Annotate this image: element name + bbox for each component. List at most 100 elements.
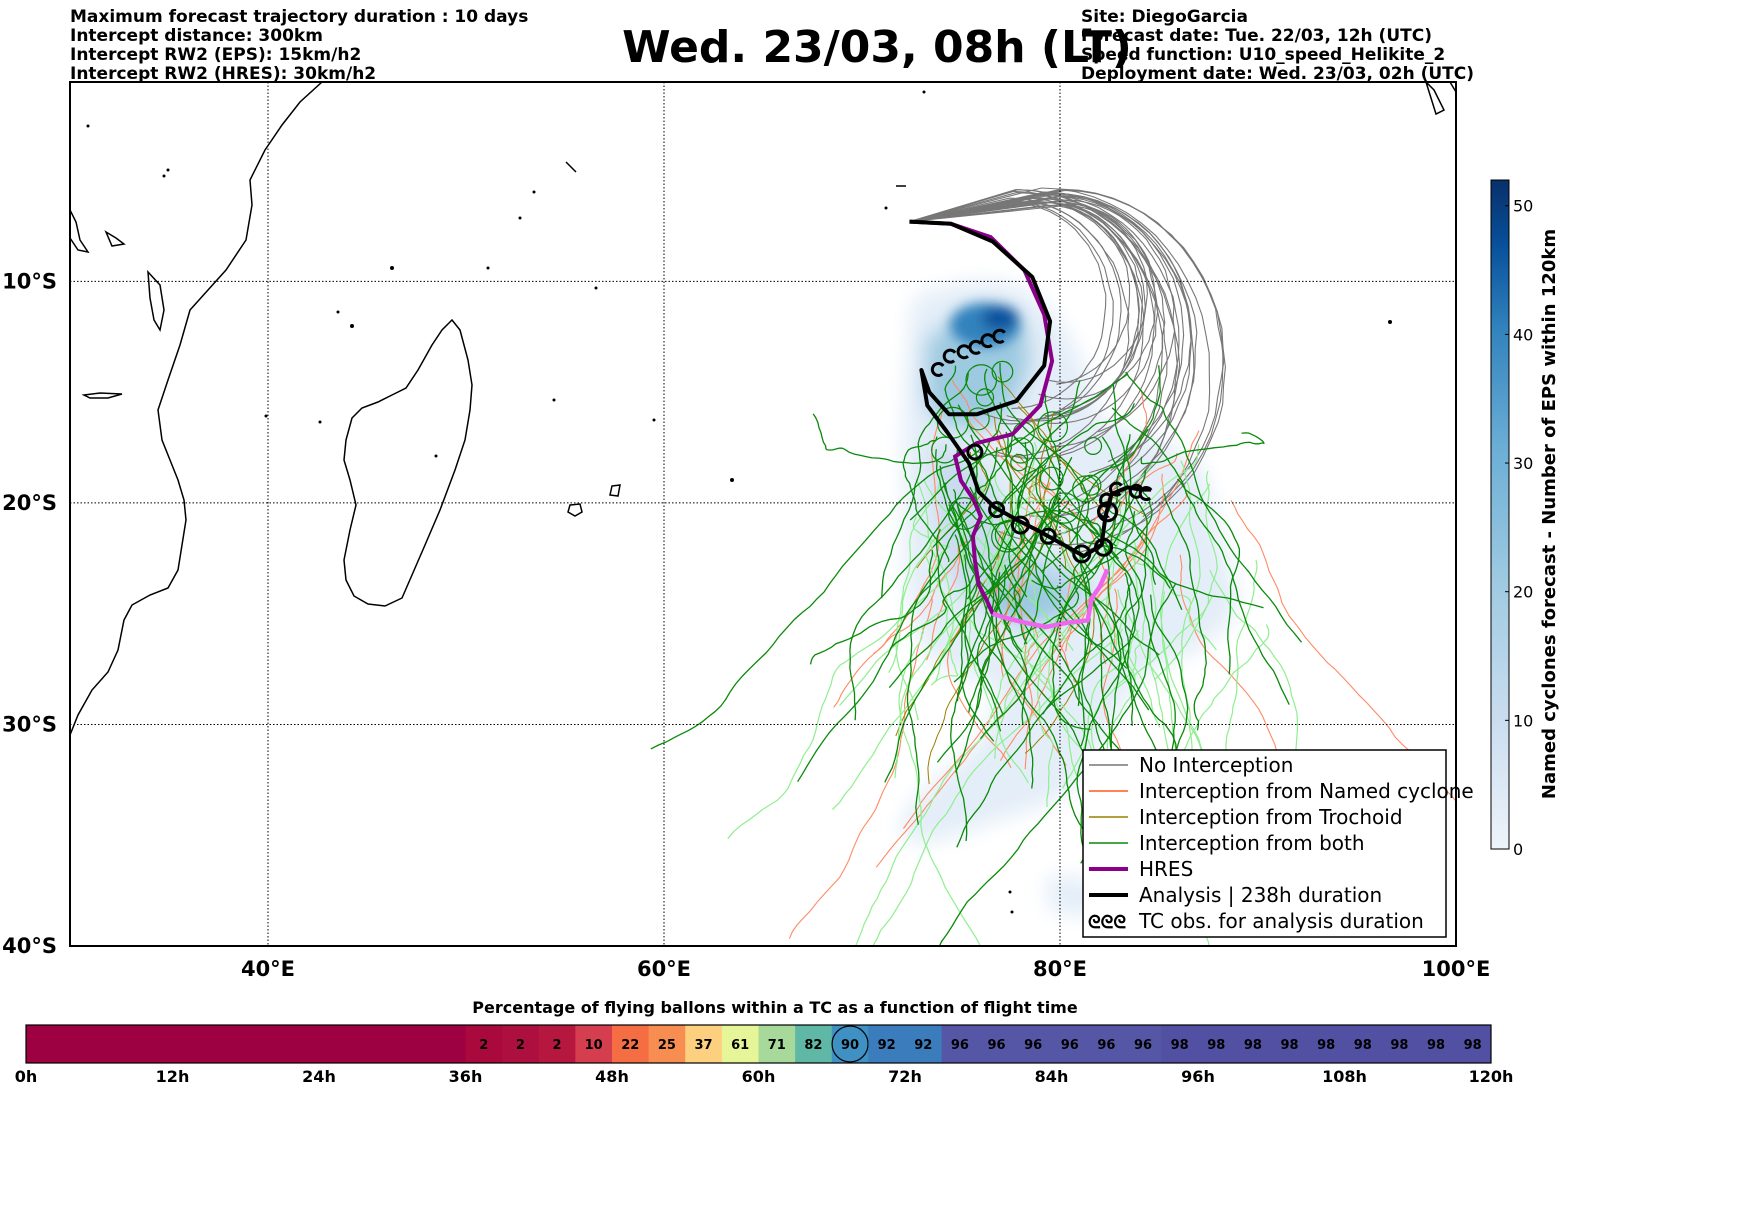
flight-time-bar: Percentage of flying ballons within a TC…: [15, 998, 1514, 1086]
flight-time-bar-cell: [1271, 1025, 1309, 1063]
light-both-track: [872, 600, 1128, 946]
legend-entry-label: Analysis | 238h duration: [1139, 883, 1382, 907]
flight-time-bar-value: 25: [658, 1038, 676, 1053]
colorbar: 0 10 20 30 40 50 Named cyclones forecast - Nu…: [1490, 179, 1560, 859]
no-interception-track: [909, 189, 1224, 518]
interception-both-track: [970, 434, 1023, 653]
interception-both-loop: [966, 407, 990, 431]
interception-both-track: [1017, 464, 1150, 711]
trochoid-track: [997, 376, 1111, 520]
cyclone-marker: [1097, 503, 1111, 519]
flight-time-bar-value: 98: [1427, 1038, 1445, 1053]
legend-entry-label: Interception from Named cyclone: [1139, 779, 1474, 803]
light-both-track: [1180, 460, 1201, 796]
flight-time-bar-value: 96: [1097, 1038, 1115, 1053]
colorbar-tick-label: 0: [1513, 840, 1523, 859]
interception-both-track: [989, 403, 1135, 520]
named-cyclone-track: [926, 541, 967, 661]
interception-both-track: [889, 574, 975, 650]
flight-time-bar-cell: [1307, 1025, 1345, 1063]
flight-time-bar-title: Percentage of flying ballons within a TC…: [472, 998, 1078, 1017]
flight-time-bar-value: 61: [731, 1038, 749, 1053]
interception-both-track: [1125, 371, 1303, 643]
colorbar-tick-label: 50: [1513, 197, 1533, 216]
light-both-track: [1105, 478, 1122, 665]
flight-time-bar-cell: [1124, 1025, 1162, 1063]
flight-time-bar-cell: [795, 1025, 833, 1063]
header-line: Deployment date: Wed. 23/03, 02h (UTC): [1081, 64, 1475, 84]
flight-time-label: 120h: [1469, 1067, 1514, 1086]
header-line: Site: DiegoGarcia: [1081, 7, 1248, 27]
flight-time-bar-value: 96: [1134, 1038, 1152, 1053]
light-both-track: [1032, 619, 1054, 808]
cyclone-marker-arc: [968, 339, 983, 355]
trochoid-track: [1016, 453, 1074, 557]
colorbar-gradient: [1490, 179, 1510, 850]
flight-time-bar-cell: [1234, 1025, 1272, 1063]
interception-both-loop: [1007, 437, 1034, 464]
flight-time-bar-value: 92: [914, 1038, 932, 1053]
header-line: Intercept RW2 (EPS): 15km/h2: [70, 45, 362, 65]
interception-both-track: [976, 570, 1006, 732]
interception-both-loop: [1039, 466, 1064, 491]
no-interception-track: [909, 197, 1145, 454]
lon-tick-label: 80°E: [1033, 957, 1087, 981]
analysis-loop: [988, 501, 1006, 519]
flight-time-bar-cells: 2 2 2 10 22 25 37 61 71 82 90 92 92 96 96 96 96 96 96 98 98 9…: [26, 1025, 1492, 1063]
interception-both-track: [849, 402, 1003, 721]
cyclone-marker: [968, 339, 983, 355]
flight-time-bar-value: 96: [951, 1038, 969, 1053]
cyclone-marker-arc: [992, 328, 1006, 344]
flight-time-bar-value: 2: [553, 1038, 562, 1053]
analysis-loop: [966, 443, 984, 461]
small-islands: [86, 90, 1392, 914]
header-left: Maximum forecast trajectory duration : 1…: [70, 8, 528, 84]
flight-time-bar-cell: [941, 1025, 979, 1063]
interception-both-track: [909, 372, 1129, 521]
no-interception-track: [909, 201, 1140, 422]
lon-tick-label: 40°E: [241, 957, 295, 981]
header-line: Speed function: U10_speed_Helikite_2: [1081, 45, 1446, 65]
no-interception-track: [909, 194, 1180, 471]
flight-time-bar-value: 92: [878, 1038, 896, 1053]
flight-time-bar-value: 98: [1317, 1038, 1335, 1053]
flight-time-bar-value: 98: [1207, 1038, 1225, 1053]
interception-both-track: [956, 441, 1029, 702]
light-both-track: [727, 573, 948, 840]
interception-both-track: [650, 447, 982, 750]
flight-time-bar-value: 96: [1024, 1038, 1042, 1053]
light-both-track: [888, 483, 988, 673]
interception-both-track: [952, 489, 1086, 747]
interception-both-loop: [991, 520, 1023, 553]
lon-tick-label: 60°E: [637, 957, 691, 981]
light-both-track: [1132, 545, 1217, 651]
cyclone-marker: [980, 333, 994, 349]
flight-time-bar-value: 37: [695, 1038, 713, 1053]
axis-labels: 40°E 60°E 80°E 100°E 10°S 20°S 30°S 40°S: [2, 269, 1490, 981]
flight-time-label: 24h: [302, 1067, 336, 1086]
interception-both-track: [1076, 572, 1135, 850]
named-cyclone-track: [1000, 430, 1200, 761]
flight-time-label: 108h: [1322, 1067, 1367, 1086]
interception-both-track: [902, 436, 950, 563]
map-frame: [69, 81, 1457, 947]
interception-both-loop: [1072, 475, 1100, 503]
interception-both-loop: [1010, 453, 1028, 472]
light-both-track: [969, 619, 1078, 778]
cyclone-marker: [956, 344, 971, 360]
header-line: Intercept distance: 300km: [70, 26, 323, 46]
gridlines: [70, 82, 1456, 946]
flight-time-bar-value: 98: [1390, 1038, 1408, 1053]
africa-coastline: [70, 82, 323, 736]
trajectory-layer: [650, 187, 1456, 946]
lat-tick-label: 30°S: [2, 712, 57, 736]
flight-time-bar-cell: [1161, 1025, 1199, 1063]
highlight-circle: [831, 1025, 869, 1063]
colorbar-tick-label: 20: [1513, 583, 1533, 602]
no-interception-track: [909, 192, 1198, 502]
colorbar-ticks: 0 10 20 30 40 50: [1505, 197, 1533, 859]
interception-both-track: [809, 549, 934, 665]
flight-time-label: 48h: [595, 1067, 629, 1086]
no-interception-track: [909, 203, 1157, 400]
